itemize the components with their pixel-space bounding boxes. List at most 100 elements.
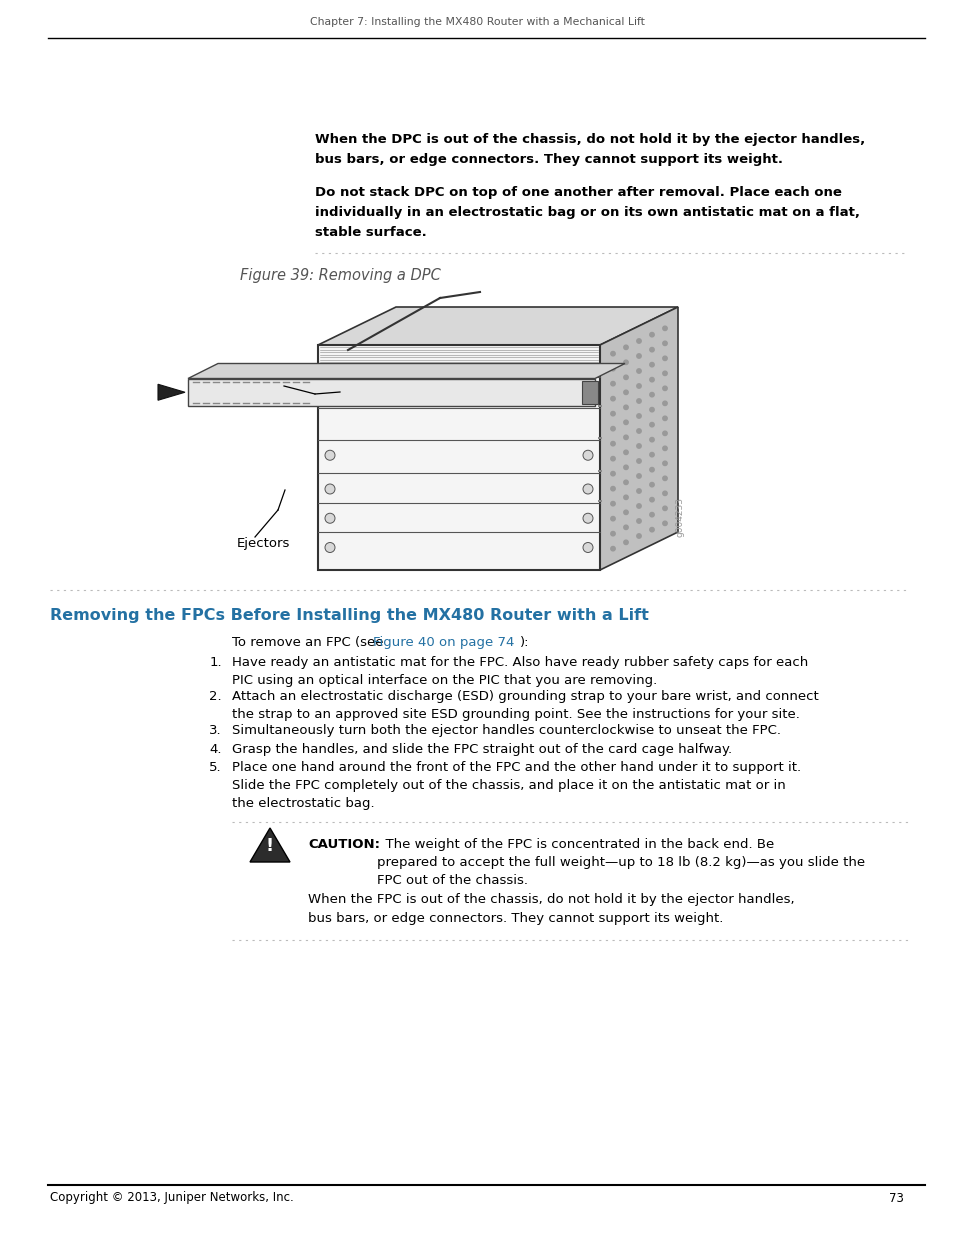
Circle shape bbox=[637, 489, 640, 493]
Polygon shape bbox=[317, 345, 599, 571]
Circle shape bbox=[623, 480, 627, 484]
Circle shape bbox=[623, 345, 627, 350]
Circle shape bbox=[649, 468, 654, 472]
Circle shape bbox=[662, 326, 666, 331]
Text: Chapter 7: Installing the MX480 Router with a Mechanical Lift: Chapter 7: Installing the MX480 Router w… bbox=[309, 17, 644, 27]
Text: 5.: 5. bbox=[209, 761, 222, 774]
Circle shape bbox=[325, 542, 335, 552]
Circle shape bbox=[662, 492, 666, 495]
Circle shape bbox=[662, 446, 666, 451]
Text: individually in an electrostatic bag or on its own antistatic mat on a flat,: individually in an electrostatic bag or … bbox=[314, 206, 859, 219]
Text: bus bars, or edge connectors. They cannot support its weight.: bus bars, or edge connectors. They canno… bbox=[314, 153, 782, 165]
Text: Ejectors: Ejectors bbox=[236, 536, 290, 550]
Circle shape bbox=[637, 474, 640, 478]
Circle shape bbox=[649, 422, 654, 427]
Circle shape bbox=[610, 501, 615, 506]
Text: Do not stack DPC on top of one another after removal. Place each one: Do not stack DPC on top of one another a… bbox=[314, 186, 841, 199]
Circle shape bbox=[623, 525, 627, 530]
Circle shape bbox=[623, 466, 627, 469]
Circle shape bbox=[623, 361, 627, 364]
Polygon shape bbox=[317, 308, 678, 345]
Polygon shape bbox=[581, 380, 598, 404]
Circle shape bbox=[623, 390, 627, 394]
Circle shape bbox=[662, 372, 666, 375]
Circle shape bbox=[649, 362, 654, 367]
Circle shape bbox=[662, 521, 666, 526]
Circle shape bbox=[610, 546, 615, 551]
Circle shape bbox=[325, 484, 335, 494]
Circle shape bbox=[325, 514, 335, 524]
Polygon shape bbox=[188, 363, 624, 378]
Text: Grasp the handles, and slide the FPC straight out of the card cage halfway.: Grasp the handles, and slide the FPC str… bbox=[232, 743, 731, 756]
Circle shape bbox=[649, 452, 654, 457]
Circle shape bbox=[662, 341, 666, 346]
Circle shape bbox=[649, 498, 654, 501]
Bar bbox=[598, 499, 601, 501]
Circle shape bbox=[623, 375, 627, 379]
Circle shape bbox=[637, 353, 640, 358]
Text: Place one hand around the front of the FPC and the other hand under it to suppor: Place one hand around the front of the F… bbox=[232, 761, 801, 810]
Circle shape bbox=[637, 414, 640, 419]
Polygon shape bbox=[188, 378, 595, 406]
Text: CAUTION:: CAUTION: bbox=[308, 839, 379, 851]
Circle shape bbox=[649, 437, 654, 442]
Text: 2.: 2. bbox=[209, 690, 222, 703]
Circle shape bbox=[582, 514, 593, 524]
Polygon shape bbox=[599, 308, 678, 571]
Text: Figure 40 on page 74: Figure 40 on page 74 bbox=[373, 636, 514, 650]
Bar bbox=[598, 436, 601, 438]
Circle shape bbox=[637, 519, 640, 524]
Circle shape bbox=[610, 352, 615, 356]
Circle shape bbox=[649, 347, 654, 352]
Circle shape bbox=[610, 411, 615, 416]
Circle shape bbox=[582, 451, 593, 461]
Circle shape bbox=[649, 527, 654, 532]
Text: g004233: g004233 bbox=[676, 496, 684, 537]
Text: Removing the FPCs Before Installing the MX480 Router with a Lift: Removing the FPCs Before Installing the … bbox=[50, 608, 648, 622]
Polygon shape bbox=[250, 827, 290, 862]
Circle shape bbox=[610, 516, 615, 521]
Bar bbox=[598, 405, 601, 408]
Circle shape bbox=[662, 401, 666, 405]
Bar bbox=[598, 471, 601, 472]
Text: stable surface.: stable surface. bbox=[314, 226, 426, 240]
Circle shape bbox=[637, 338, 640, 343]
Text: 3.: 3. bbox=[209, 724, 222, 737]
Circle shape bbox=[649, 332, 654, 337]
Circle shape bbox=[649, 513, 654, 517]
Text: DPC: DPC bbox=[276, 372, 307, 384]
Circle shape bbox=[662, 477, 666, 480]
Circle shape bbox=[637, 534, 640, 538]
Text: When the DPC is out of the chassis, do not hold it by the ejector handles,: When the DPC is out of the chassis, do n… bbox=[314, 133, 864, 146]
Text: Figure 39: Removing a DPC: Figure 39: Removing a DPC bbox=[240, 268, 440, 283]
Text: Have ready an antistatic mat for the FPC. Also have ready rubber safety caps for: Have ready an antistatic mat for the FPC… bbox=[232, 656, 807, 687]
Circle shape bbox=[623, 435, 627, 440]
Circle shape bbox=[582, 484, 593, 494]
Circle shape bbox=[649, 483, 654, 487]
Text: ):: ): bbox=[519, 636, 529, 650]
Text: !: ! bbox=[266, 837, 274, 855]
Circle shape bbox=[662, 416, 666, 421]
Text: Attach an electrostatic discharge (ESD) grounding strap to your bare wrist, and : Attach an electrostatic discharge (ESD) … bbox=[232, 690, 818, 721]
Polygon shape bbox=[158, 384, 185, 400]
Text: Simultaneously turn both the ejector handles counterclockwise to unseat the FPC.: Simultaneously turn both the ejector han… bbox=[232, 724, 781, 737]
Circle shape bbox=[649, 393, 654, 396]
Circle shape bbox=[662, 387, 666, 390]
Circle shape bbox=[610, 367, 615, 370]
Text: The weight of the FPC is concentrated in the back end. Be
prepared to accept the: The weight of the FPC is concentrated in… bbox=[376, 839, 864, 887]
Circle shape bbox=[623, 450, 627, 454]
Circle shape bbox=[662, 461, 666, 466]
Circle shape bbox=[610, 441, 615, 446]
Circle shape bbox=[637, 429, 640, 433]
Circle shape bbox=[623, 420, 627, 425]
Circle shape bbox=[637, 458, 640, 463]
Circle shape bbox=[637, 369, 640, 373]
Circle shape bbox=[623, 540, 627, 545]
Circle shape bbox=[610, 396, 615, 401]
Circle shape bbox=[637, 443, 640, 448]
Circle shape bbox=[610, 382, 615, 385]
Text: To remove an FPC (see: To remove an FPC (see bbox=[232, 636, 387, 650]
Circle shape bbox=[623, 495, 627, 499]
Text: Copyright © 2013, Juniper Networks, Inc.: Copyright © 2013, Juniper Networks, Inc. bbox=[50, 1192, 294, 1204]
Circle shape bbox=[649, 378, 654, 382]
